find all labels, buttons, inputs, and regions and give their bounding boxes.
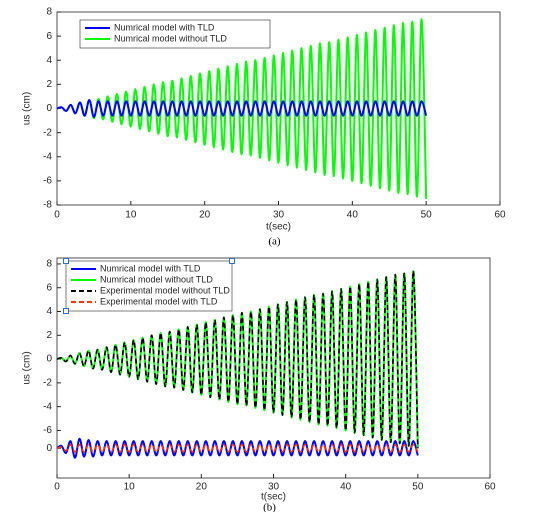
x-tick-label: 20 (199, 210, 211, 221)
y-tick-label: 8 (46, 259, 52, 270)
y-tick-label: 0 (46, 443, 52, 454)
x-tick-label: 40 (340, 482, 352, 493)
x-axis-label: t(sec) (266, 222, 291, 233)
legend-label: Experimental model without TLD (100, 285, 230, 295)
legend-label: Numrical model with TLD (114, 22, 215, 32)
y-tick-label: -4 (43, 151, 52, 162)
x-tick-label: 30 (268, 482, 280, 493)
x-tick-label: 0 (54, 482, 60, 493)
x-tick-label: 10 (125, 210, 137, 221)
y-tick-label: -4 (43, 401, 52, 412)
series-line (56, 437, 419, 459)
legend-label: Experimental model with TLD (100, 296, 218, 306)
x-tick-label: 60 (484, 482, 496, 493)
y-tick-label: -2 (43, 127, 52, 138)
x-tick-label: 50 (412, 482, 424, 493)
x-tick-label: 0 (54, 210, 60, 221)
y-tick-label: -8 (43, 200, 52, 211)
x-tick-label: 60 (494, 210, 506, 221)
caption: (a) (268, 236, 281, 248)
y-tick-label: 8 (46, 7, 52, 18)
y-tick-label: 6 (46, 31, 52, 42)
y-tick-label: 6 (46, 282, 52, 293)
y-tick-label: -2 (43, 378, 52, 389)
y-tick-label: -6 (43, 425, 52, 436)
x-axis-label: t(sec) (261, 492, 286, 503)
y-axis-label: us (cm) (22, 92, 33, 125)
series-line (56, 443, 419, 453)
x-tick-label: 40 (347, 210, 359, 221)
legend-box (79, 19, 271, 49)
legend-label: Numrical model without TLD (100, 274, 213, 284)
y-tick-label: 0 (46, 103, 52, 114)
y-tick-label: 4 (46, 55, 52, 66)
y-tick-label: 2 (46, 330, 52, 341)
y-tick-label: 2 (46, 79, 52, 90)
series-line (56, 270, 419, 449)
selection-handle (229, 258, 235, 264)
selection-handle (63, 308, 69, 314)
legend-label: Numrical model with TLD (100, 263, 201, 273)
legend-label: Numrical model without TLD (114, 33, 227, 43)
x-tick-label: 20 (196, 482, 208, 493)
y-tick-label: 0 (46, 354, 52, 365)
y-axis-label: us (cm) (22, 351, 33, 384)
x-tick-label: 50 (421, 210, 433, 221)
selection-handle (63, 258, 69, 264)
x-tick-label: 30 (273, 210, 285, 221)
y-tick-label: -6 (43, 176, 52, 187)
series-line (56, 99, 428, 118)
y-tick-label: 4 (46, 306, 52, 317)
caption: (b) (263, 502, 276, 512)
x-tick-label: 10 (124, 482, 136, 493)
